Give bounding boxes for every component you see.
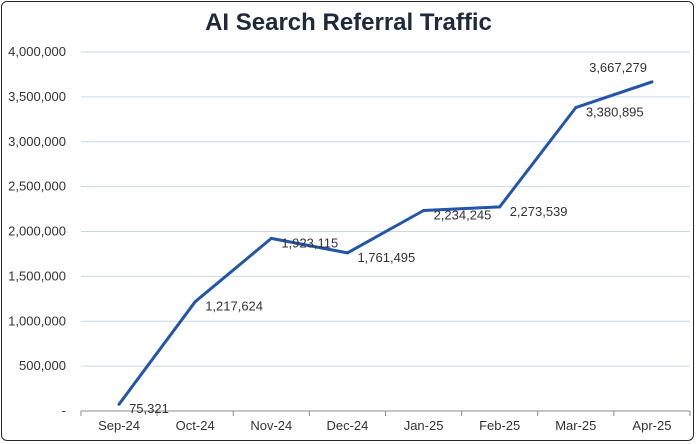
x-axis: Sep-24 Oct-24 Nov-24 Dec-24 Jan-25 Feb-25 Mar-… bbox=[80, 410, 691, 433]
y-tick-label: 2,000,000 bbox=[8, 224, 66, 239]
data-label: 2,273,539 bbox=[510, 204, 568, 219]
data-point bbox=[574, 106, 578, 110]
y-tick-label: - bbox=[62, 403, 66, 418]
y-tick-label: 2,500,000 bbox=[8, 179, 66, 194]
data-label: 1,217,624 bbox=[205, 299, 263, 314]
data-label: 75,321 bbox=[129, 401, 169, 416]
y-tick-label: 500,000 bbox=[19, 358, 66, 373]
y-tick-label: 4,000,000 bbox=[8, 44, 66, 59]
data-point bbox=[117, 402, 121, 406]
x-tick-label: Apr-25 bbox=[632, 418, 671, 433]
data-point bbox=[422, 208, 426, 212]
x-tick-label: Nov-24 bbox=[250, 418, 292, 433]
data-point bbox=[498, 205, 502, 209]
chart-title: AI Search Referral Traffic bbox=[205, 9, 492, 36]
x-tick-label: Jan-25 bbox=[404, 418, 444, 433]
data-label: 1,923,115 bbox=[281, 235, 338, 250]
data-point bbox=[193, 300, 197, 304]
data-label: 1,761,495 bbox=[357, 250, 415, 265]
y-tick-label: 1,000,000 bbox=[8, 313, 66, 328]
series-group bbox=[117, 80, 654, 406]
series-line bbox=[117, 80, 654, 406]
x-tick-label: Dec-24 bbox=[326, 418, 368, 433]
data-point bbox=[269, 236, 273, 240]
data-label: 3,380,895 bbox=[586, 105, 644, 120]
data-point bbox=[345, 251, 349, 255]
x-tick-label: Feb-25 bbox=[479, 418, 520, 433]
y-tick-label: 3,000,000 bbox=[8, 134, 66, 149]
x-tick-label: Sep-24 bbox=[98, 418, 140, 433]
y-tick-label: 3,500,000 bbox=[8, 89, 66, 104]
x-tick-label: Oct-24 bbox=[176, 418, 215, 433]
data-labels: 75,321 1,217,624 1,923,115 1,761,495 2,234,2… bbox=[129, 60, 647, 416]
data-point bbox=[650, 80, 654, 84]
y-axis-ticks: - 500,000 1,000,000 1,500,000 2,000,000 2,500… bbox=[8, 44, 66, 418]
data-label: 3,667,279 bbox=[589, 60, 647, 75]
y-tick-label: 1,500,000 bbox=[8, 268, 66, 283]
x-tick-label: Mar-25 bbox=[555, 418, 596, 433]
data-label: 2,234,245 bbox=[434, 207, 492, 222]
